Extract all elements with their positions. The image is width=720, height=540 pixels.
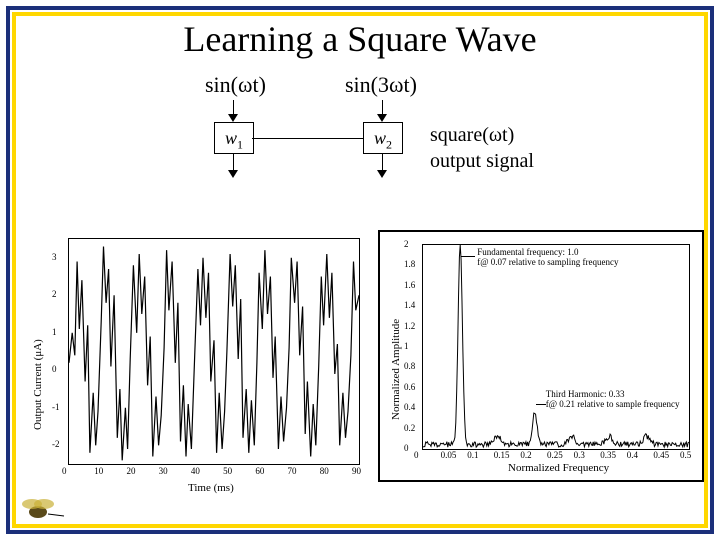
right-ytick: 0.8	[404, 361, 415, 371]
left-chart-xlabel: Time (ms)	[188, 482, 234, 494]
right-chart-plot-area	[422, 244, 690, 450]
peak1-annotation: Fundamental frequency: 1.0f@ 0.07 relati…	[477, 248, 618, 268]
right-xtick: 0.1	[467, 450, 478, 460]
out-head-1	[228, 170, 238, 178]
right-ytick: 0.4	[404, 402, 415, 412]
block-diagram: sin(ωt) sin(3ωt) w1 w2 square(ωt) output…	[150, 72, 570, 192]
out-head-2	[377, 170, 387, 178]
left-ytick: 0	[52, 364, 57, 374]
w2-label: w2	[374, 128, 392, 148]
arrow-stem-2	[382, 100, 383, 114]
peak2-arrow	[536, 404, 546, 405]
arrow-head-2	[377, 114, 387, 122]
left-chart-plot-area	[68, 238, 360, 465]
weight-box-2: w2	[363, 122, 403, 154]
arrow-stem-1	[233, 100, 234, 114]
left-xtick: 40	[191, 466, 200, 476]
right-ytick: 0.2	[404, 423, 415, 433]
right-xtick: 0.5	[680, 450, 691, 460]
left-xtick: 10	[94, 466, 103, 476]
right-ytick: 0.6	[404, 382, 415, 392]
right-xtick: 0.35	[600, 450, 616, 460]
right-xtick: 0	[414, 450, 419, 460]
right-xtick: 0.4	[627, 450, 638, 460]
right-chart-wrap: Normalized Amplitude 0 0.05 0.1 0.15 0.2 0.25…	[378, 230, 700, 490]
left-ytick: 3	[52, 252, 57, 262]
slide: Learning a Square Wave sin(ωt) sin(3ωt) …	[0, 0, 720, 540]
left-chart-wrap: Output Current (μA) 0102030405060708090 …	[28, 230, 368, 500]
out-stem-1	[233, 154, 234, 170]
output-label-2: output signal	[430, 148, 534, 174]
peak2-annotation: Third Harmonic: 0.33f@ 0.21 relative to …	[546, 390, 680, 410]
left-xtick: 70	[288, 466, 297, 476]
slide-title: Learning a Square Wave	[0, 18, 720, 60]
input-label-2: sin(3ωt)	[345, 72, 417, 98]
left-chart-svg	[69, 239, 359, 464]
left-chart-ylabel: Output Current (μA)	[32, 339, 44, 430]
input-label-1: sin(ωt)	[205, 72, 266, 98]
output-labels: square(ωt) output signal	[430, 122, 534, 174]
right-xtick: 0.2	[520, 450, 531, 460]
left-xtick: 50	[223, 466, 232, 476]
right-ytick: 1.6	[404, 280, 415, 290]
right-ytick: 1.4	[404, 300, 415, 310]
left-ytick: 1	[52, 327, 57, 337]
right-xtick: 0.25	[547, 450, 563, 460]
left-ytick: -1	[52, 402, 60, 412]
right-chart-ylabel: Normalized Amplitude	[390, 319, 402, 420]
output-label-1: square(ωt)	[430, 122, 534, 148]
left-ytick: -2	[52, 439, 60, 449]
left-xtick: 80	[320, 466, 329, 476]
left-ytick: 2	[52, 289, 57, 299]
w1-label: w1	[225, 128, 243, 148]
right-ytick: 0	[404, 443, 409, 453]
out-stem-2	[382, 154, 383, 170]
left-xtick: 30	[159, 466, 168, 476]
right-chart-svg	[423, 245, 689, 449]
left-xtick: 20	[126, 466, 135, 476]
right-chart-xlabel: Normalized Frequency	[508, 462, 609, 474]
logo-icon	[20, 492, 66, 522]
left-xtick: 60	[255, 466, 264, 476]
right-ytick: 1.2	[404, 321, 415, 331]
connector-line	[252, 138, 363, 139]
right-ytick: 1.8	[404, 259, 415, 269]
right-xtick: 0.05	[441, 450, 457, 460]
right-ytick: 2	[404, 239, 409, 249]
weight-box-1: w1	[214, 122, 254, 154]
right-xtick: 0.45	[653, 450, 669, 460]
right-ytick: 1	[404, 341, 409, 351]
right-xtick: 0.15	[494, 450, 510, 460]
right-xtick: 0.3	[574, 450, 585, 460]
left-xtick: 90	[352, 466, 361, 476]
arrow-head-1	[228, 114, 238, 122]
left-xtick: 0	[62, 466, 67, 476]
peak1-arrow	[461, 256, 475, 257]
